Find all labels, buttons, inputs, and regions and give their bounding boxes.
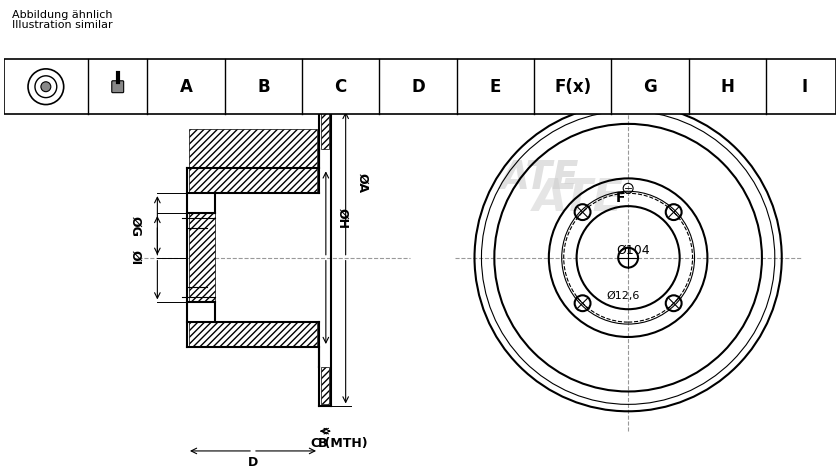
Text: C (MTH): C (MTH) — [312, 437, 368, 449]
Text: G: G — [643, 78, 657, 96]
Text: D: D — [411, 78, 425, 96]
Text: Illustration similar: Illustration similar — [12, 20, 113, 30]
Text: A: A — [180, 78, 192, 96]
Bar — [321, 367, 328, 404]
Text: F(x): F(x) — [554, 78, 591, 96]
Text: ØA: ØA — [355, 173, 369, 193]
Text: B: B — [318, 437, 328, 449]
Bar — [321, 111, 328, 149]
Bar — [189, 168, 317, 193]
Text: F: F — [616, 191, 625, 205]
Text: D: D — [248, 456, 258, 470]
Circle shape — [41, 82, 51, 92]
Text: H: H — [720, 78, 734, 96]
Bar — [189, 213, 215, 302]
Text: I: I — [801, 78, 807, 96]
Text: ØG: ØG — [129, 216, 142, 236]
Text: B: B — [257, 78, 270, 96]
Bar — [247, 95, 281, 108]
Text: Abbildung ähnlich: Abbildung ähnlich — [12, 10, 113, 20]
Text: ØH: ØH — [336, 208, 349, 228]
Bar — [189, 322, 317, 347]
Text: E: E — [490, 78, 501, 96]
Bar — [189, 129, 317, 168]
Text: Ø12,6: Ø12,6 — [606, 291, 640, 301]
Bar — [3, 60, 837, 114]
Text: ATE: ATE — [533, 177, 624, 219]
FancyBboxPatch shape — [112, 81, 123, 93]
Text: Ø104: Ø104 — [617, 243, 650, 256]
Text: ATE: ATE — [499, 159, 579, 197]
Text: ØI: ØI — [129, 250, 142, 265]
Text: C: C — [334, 78, 347, 96]
